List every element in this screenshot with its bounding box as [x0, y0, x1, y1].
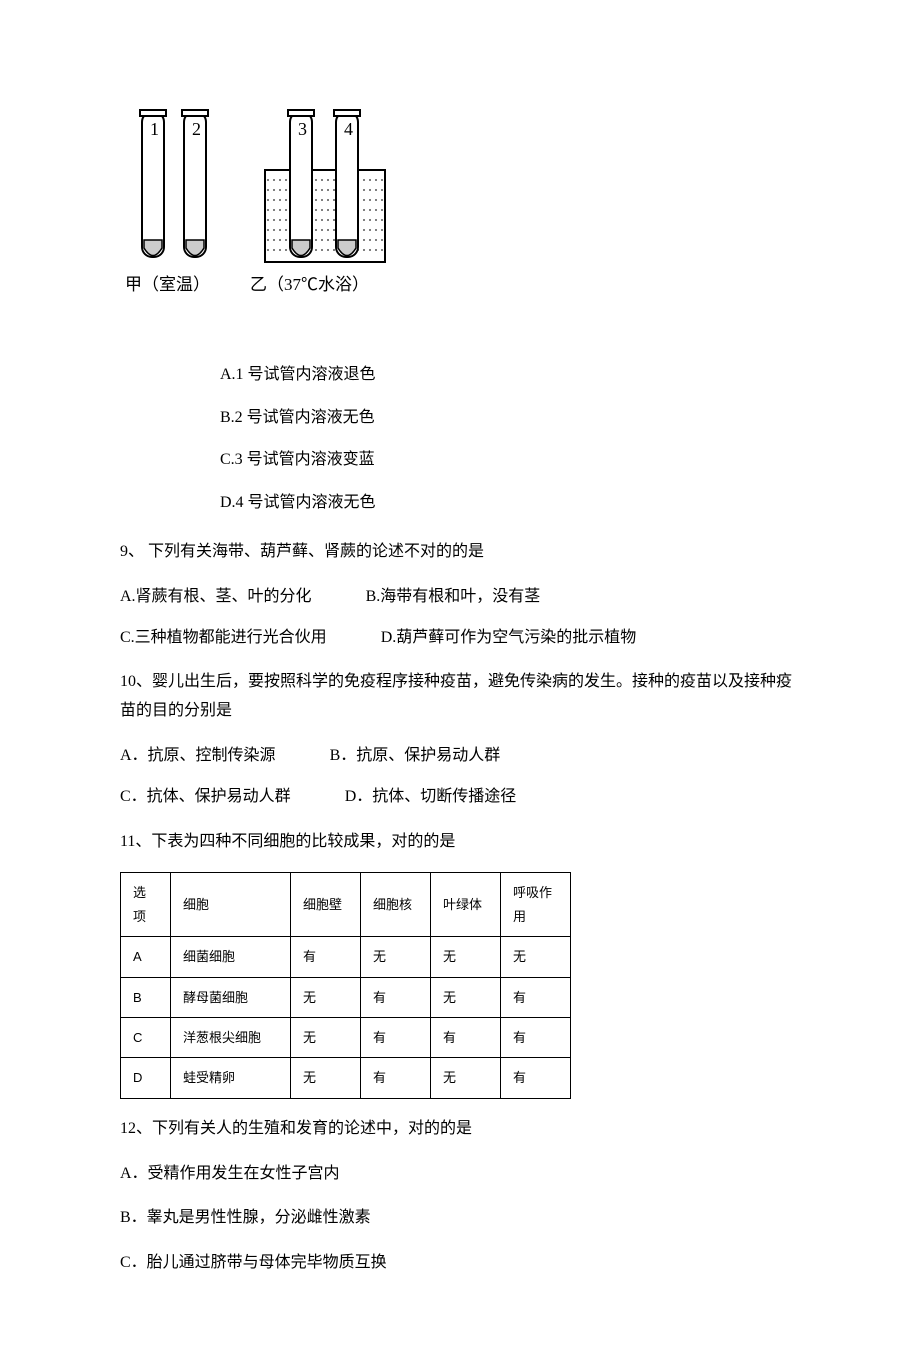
q9-option-a: A.肾蕨有根、茎、叶的分化: [120, 583, 312, 612]
q10-option-d: D．抗体、切断传播途径: [345, 783, 517, 812]
th-nucleus: 细胞核: [361, 873, 431, 937]
q12-option-a: A．受精作用发生在女性子宫内: [120, 1160, 800, 1189]
q9-option-c: C.三种植物都能进行光合伙用: [120, 624, 327, 653]
q9-option-d: D.葫芦藓可作为空气污染的批示植物: [381, 624, 637, 653]
th-respiration: 呼吸作用: [501, 873, 571, 937]
q8-option-c: C.3 号试管内溶液变蓝: [220, 446, 800, 475]
diagram-label-left: 甲（室温）: [125, 275, 210, 294]
svg-text:3: 3: [298, 119, 307, 139]
q9-options-row2: C.三种植物都能进行光合伙用 D.葫芦藓可作为空气污染的批示植物: [120, 624, 800, 653]
q10-option-c: C．抗体、保护易动人群: [120, 783, 291, 812]
q11-table: 选项 细胞 细胞壁 细胞核 叶绿体 呼吸作用 A 细菌细胞 有 无 无 无 B …: [120, 872, 571, 1098]
table-row: D 蛙受精卵 无 有 无 有: [121, 1058, 571, 1098]
q8-option-a: A.1 号试管内溶液退色: [220, 361, 800, 390]
th-cell: 细胞: [171, 873, 291, 937]
table-row: A 细菌细胞 有 无 无 无: [121, 937, 571, 977]
table-header-row: 选项 细胞 细胞壁 细胞核 叶绿体 呼吸作用: [121, 873, 571, 937]
q9-options-row1: A.肾蕨有根、茎、叶的分化 B.海带有根和叶，没有茎: [120, 583, 800, 612]
q10-option-a: A．抗原、控制传染源: [120, 742, 276, 771]
q9-stem: 9、 下列有关海带、葫芦藓、肾蕨的论述不对的的是: [120, 538, 800, 567]
q9-option-b: B.海带有根和叶，没有茎: [366, 583, 541, 612]
q12-stem: 12、下列有关人的生殖和发育的论述中，对的的是: [120, 1115, 800, 1144]
q12-option-b: B．睾丸是男性性腺，分泌雌性激素: [120, 1204, 800, 1233]
q10-options-row2: C．抗体、保护易动人群 D．抗体、切断传播途径: [120, 783, 800, 812]
th-chloroplast: 叶绿体: [431, 873, 501, 937]
th-option: 选项: [121, 873, 171, 937]
q10-stem: 10、婴儿出生后，要按照科学的免疫程序接种疫苗，避免传染病的发生。接种的疫苗以及…: [120, 668, 800, 726]
q8-options: A.1 号试管内溶液退色 B.2 号试管内溶液无色 C.3 号试管内溶液变蓝 D…: [220, 361, 800, 518]
table-row: B 酵母菌细胞 无 有 无 有: [121, 977, 571, 1017]
q10-options-row1: A．抗原、控制传染源 B．抗原、保护易动人群: [120, 742, 800, 771]
diagram-label-right: 乙（37℃水浴）: [250, 275, 369, 294]
q8-option-b: B.2 号试管内溶液无色: [220, 404, 800, 433]
svg-text:4: 4: [344, 119, 353, 139]
table-row: C 洋葱根尖细胞 无 有 有 有: [121, 1017, 571, 1057]
q10-option-b: B．抗原、保护易动人群: [330, 742, 501, 771]
svg-text:1: 1: [150, 119, 159, 139]
q8-option-d: D.4 号试管内溶液无色: [220, 489, 800, 518]
q12-option-c: C．胎儿通过脐带与母体完毕物质互换: [120, 1249, 800, 1278]
th-wall: 细胞壁: [291, 873, 361, 937]
q11-stem: 11、下表为四种不同细胞的比较成果，对的的是: [120, 828, 800, 857]
svg-text:2: 2: [192, 119, 201, 139]
tube-diagram: 1 2 3 4 甲（室温） 乙（37℃水浴）: [120, 100, 800, 321]
